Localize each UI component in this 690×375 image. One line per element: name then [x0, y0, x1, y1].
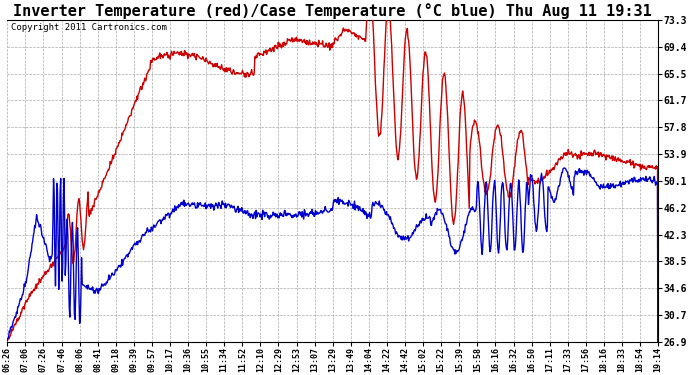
Text: Copyright 2011 Cartronics.com: Copyright 2011 Cartronics.com: [10, 23, 166, 32]
Title: Inverter Temperature (red)/Case Temperature (°C blue) Thu Aug 11 19:31: Inverter Temperature (red)/Case Temperat…: [13, 3, 652, 19]
